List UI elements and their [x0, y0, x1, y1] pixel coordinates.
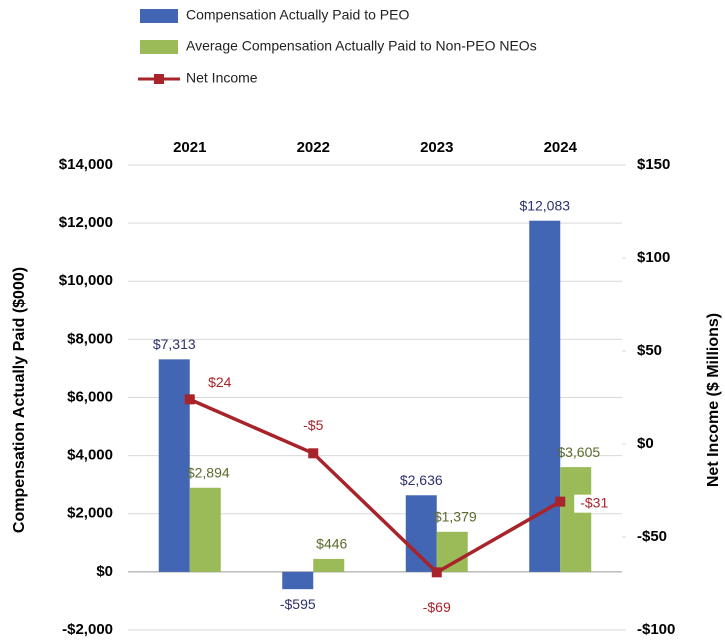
y-tick-label: $6,000 — [67, 388, 113, 405]
value-label: -$595 — [280, 596, 316, 612]
category-label: 2024 — [544, 139, 578, 156]
bar — [313, 558, 345, 572]
value-label: -$5 — [303, 417, 323, 433]
bar — [189, 487, 221, 572]
y-tick-label: -$2,000 — [62, 621, 113, 638]
bar — [529, 220, 561, 572]
value-label: $7,313 — [153, 336, 196, 352]
value-label: -$31 — [580, 494, 608, 510]
y-tick-label: $12,000 — [59, 214, 113, 231]
line-marker — [308, 448, 319, 459]
y-tick-label: $0 — [96, 563, 113, 580]
y2-tick-label: -$100 — [637, 621, 675, 638]
label-bg — [574, 494, 615, 513]
category-label: 2021 — [173, 139, 206, 156]
line-marker — [555, 496, 566, 507]
legend-label: Net Income — [186, 70, 258, 86]
bar — [560, 467, 592, 572]
net-income-line — [189, 397, 562, 575]
y-tick-label: $10,000 — [59, 272, 113, 289]
legend-label: Average Compensation Actually Paid to No… — [186, 38, 537, 54]
value-label: $1,379 — [434, 509, 477, 525]
bar — [436, 531, 468, 572]
value-label: $3,605 — [557, 444, 600, 460]
legend-swatch — [140, 40, 178, 54]
value-label: $2,894 — [187, 464, 230, 480]
y2-tick-label: -$50 — [637, 528, 667, 545]
y2-axis-title: Net Income ($ Millions) — [705, 313, 722, 487]
bar — [405, 495, 437, 572]
value-label: $12,083 — [519, 197, 570, 213]
bar — [158, 359, 190, 572]
value-label: $24 — [208, 374, 232, 390]
value-label: -$69 — [423, 599, 451, 615]
category-label: 2023 — [420, 139, 453, 156]
y-tick-label: $2,000 — [67, 505, 113, 522]
legend-swatch — [140, 9, 178, 23]
y-tick-label: $8,000 — [67, 330, 113, 347]
y2-tick-label: $50 — [637, 342, 662, 359]
legend-label: Compensation Actually Paid to PEO — [186, 7, 409, 23]
y2-tick-label: $100 — [637, 249, 670, 266]
category-label: 2022 — [297, 139, 330, 156]
y-tick-label: $14,000 — [59, 156, 113, 173]
value-label: $2,636 — [400, 472, 443, 488]
y-tick-label: $4,000 — [67, 447, 113, 464]
line-marker — [431, 567, 442, 578]
line-marker — [184, 394, 195, 405]
y2-tick-label: $150 — [637, 156, 670, 173]
legend-marker — [154, 74, 164, 84]
y2-tick-label: $0 — [637, 435, 654, 452]
y-axis-title: Compensation Actually Paid ($000) — [11, 267, 28, 533]
bar — [282, 571, 314, 590]
value-label: $446 — [316, 536, 347, 552]
